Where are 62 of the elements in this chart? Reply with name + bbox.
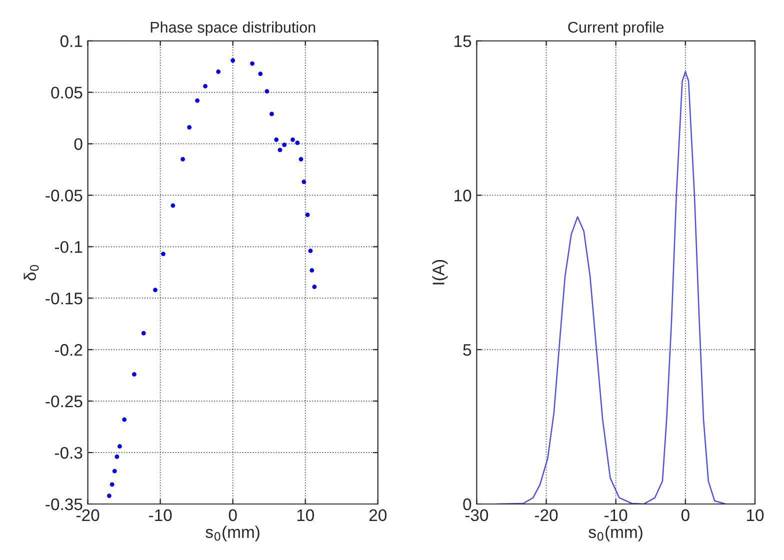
chart-title: Phase space distribution: [150, 21, 316, 36]
point: [258, 72, 263, 76]
point: [203, 84, 208, 88]
y-tick-label: -0.05: [46, 190, 82, 202]
y-tick-label: -0.15: [46, 292, 82, 304]
y-tick-label: 0: [463, 498, 472, 510]
x-tick-label: 10: [297, 509, 314, 522]
point: [170, 203, 176, 208]
point: [216, 70, 221, 74]
point: [180, 157, 186, 162]
point: [153, 288, 158, 292]
x-tick-label: -20: [76, 509, 100, 522]
point: [230, 58, 236, 63]
chart-title: Current profile: [568, 21, 664, 36]
y-tick-label: 15: [454, 35, 472, 48]
y-tick-label: 10: [454, 190, 472, 202]
y-tick-label: 0.05: [51, 86, 82, 99]
point: [122, 417, 127, 422]
y-axis-title: δ$_{0}$: [24, 265, 39, 280]
point: [308, 248, 313, 254]
point: [290, 137, 295, 142]
y-tick-label: 5: [463, 344, 472, 356]
point: [312, 284, 317, 290]
x-tick-label: -10: [149, 509, 172, 522]
y-tick-label: -0.25: [46, 395, 82, 408]
point: [161, 252, 166, 256]
point: [110, 482, 114, 487]
point: [310, 268, 314, 273]
y-tick-label: -0.1: [54, 241, 82, 253]
x-axis-title: s$_{0}$(mm): [206, 526, 260, 542]
point: [270, 112, 274, 116]
y-tick-label: -0.2: [54, 344, 82, 356]
y-tick-label: 0.1: [60, 35, 82, 48]
point: [112, 468, 117, 474]
point: [298, 157, 304, 162]
x-tick-label: 0: [228, 509, 237, 522]
x-tick-label: -10: [604, 509, 628, 522]
y-tick-label: -0.35: [46, 498, 82, 510]
point: [305, 212, 310, 218]
point: [132, 372, 136, 377]
point: [274, 137, 279, 142]
point: [282, 142, 287, 148]
point: [295, 140, 300, 145]
point: [187, 125, 192, 130]
point: [118, 444, 122, 449]
x-tick-label: 0: [681, 509, 690, 522]
point: [264, 89, 270, 94]
x-tick-label: 10: [746, 509, 764, 522]
x-tick-label: 20: [369, 509, 387, 522]
y-axis-title: I(A): [432, 260, 448, 284]
x-tick-label: -20: [534, 509, 558, 522]
point: [278, 148, 282, 152]
point: [302, 180, 306, 184]
point: [195, 98, 200, 103]
point: [114, 454, 120, 459]
y-tick-label: -0.3: [54, 446, 82, 459]
point: [141, 330, 146, 336]
y-tick-label: 0: [74, 138, 82, 150]
x-tick-label: -30: [465, 509, 488, 522]
point: [250, 61, 254, 66]
point: [107, 494, 112, 498]
x-axis-title: s$_{0}$(mm): [588, 526, 642, 542]
